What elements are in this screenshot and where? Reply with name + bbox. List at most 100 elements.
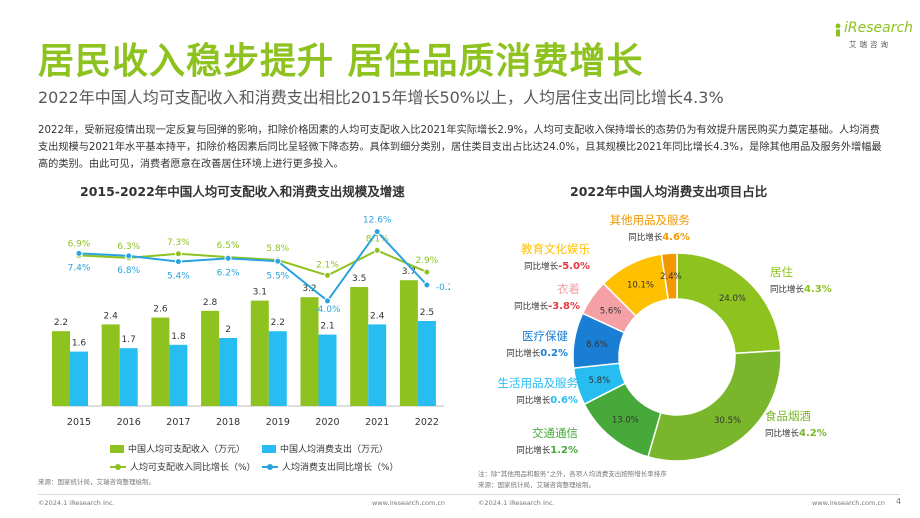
source-note-right: 来源：国家统计局，艾瑞咨询整理绘制。 [478, 481, 595, 489]
legend-label: 中国人均可支配收入（万元） [128, 445, 246, 455]
donut-slice [660, 252, 678, 301]
growth-prefix: 同比增长 [516, 445, 551, 456]
spending-growth-point [75, 249, 83, 257]
growth-prefix: 同比增长 [765, 428, 800, 439]
income-bar-label: 3.7 [402, 267, 416, 277]
income-growth-label: 6.9% [68, 239, 91, 249]
growth-value: 4.3% [804, 284, 832, 295]
spending-growth-point [324, 297, 331, 305]
legend-label: 人均消费支出同比增长（%） [282, 463, 399, 473]
spending-bar [417, 321, 436, 406]
income-bar-label: 2.8 [203, 298, 218, 308]
legend-line-marker [262, 463, 278, 470]
spending-bar [169, 344, 188, 406]
logo-text: iResearch [844, 20, 914, 36]
spending-bar-label: 2.4 [370, 311, 385, 321]
website-link-right[interactable]: www.iresearch.com.cn [812, 499, 886, 507]
spending-bar [219, 338, 238, 406]
growth-value: 4.6% [662, 232, 690, 243]
growth-label: 同比增长4.6% [628, 232, 690, 243]
spending-growth-label: 12.6% [363, 216, 392, 226]
spending-growth-label: 6.8% [117, 266, 140, 276]
spending-growth-label: 5.5% [266, 271, 289, 281]
website-link-left[interactable]: www.iresearch.com.cn [372, 499, 446, 507]
growth-value: 0.2% [540, 348, 568, 359]
legend-swatch [262, 444, 276, 453]
slice-value-label: 24.0% [719, 294, 746, 304]
right-chart-title: 2022年中国人均消费支出项目占比 [570, 184, 768, 199]
spending-growth-point [174, 258, 182, 266]
legend-item: 人均消费支出同比增长（%） [262, 460, 399, 473]
category-label: 生活用品及服务 [498, 376, 579, 390]
x-tick-label: 2017 [166, 417, 190, 428]
legend-item: 人均可支配收入同比增长（%） [110, 460, 256, 473]
footer-divider [38, 494, 900, 495]
growth-prefix: 同比增长 [516, 395, 551, 406]
page-number: 4 [896, 497, 902, 506]
slice-value-label: 5.8% [589, 376, 611, 386]
income-growth-label: 2.9% [415, 256, 438, 266]
left-chart-title: 2015-2022年中国人均可支配收入和消费支出规模及增速 [80, 184, 405, 199]
category-label: 交通通信 [532, 426, 578, 440]
spending-growth-point [224, 254, 232, 262]
spending-growth-line [78, 230, 428, 303]
growth-prefix: 同比增长 [524, 261, 559, 272]
copyright-left: ©2024.1 iResearch Inc. [38, 499, 115, 507]
spending-bar [268, 331, 287, 406]
spending-bar [318, 334, 337, 406]
spending-growth-point [274, 257, 282, 265]
logo-mark-icon [835, 23, 841, 37]
category-label: 衣着 [557, 282, 580, 296]
slice-value-label: 10.1% [627, 281, 654, 291]
spending-bar-label: 2.1 [320, 322, 334, 332]
growth-value: -5.0% [558, 261, 590, 272]
income-bar [201, 310, 220, 406]
summary-paragraph: 2022年，受新冠疫情出现一定反复与回弹的影响，扣除价格因素的人均可支配收入比2… [38, 125, 882, 170]
income-bar-label: 3.2 [302, 284, 316, 294]
slice-value-label: 30.5% [714, 416, 741, 426]
income-growth-point [174, 250, 182, 258]
growth-prefix: 同比增长 [506, 348, 541, 359]
x-tick-label: 2016 [117, 417, 141, 428]
legend-item: 中国人均消费支出（万元） [262, 442, 388, 455]
income-bar [250, 300, 269, 406]
growth-value: 4.2% [799, 428, 827, 439]
spending-bar [70, 351, 88, 406]
income-bar [151, 317, 170, 406]
income-bar-label: 2.4 [104, 311, 119, 321]
spending-bar-label: 1.7 [122, 335, 136, 345]
growth-value: 0.6% [550, 395, 578, 406]
income-growth-label: 5.8% [266, 244, 289, 254]
legend-swatch [110, 444, 124, 453]
growth-label: 同比增长-5.0% [524, 261, 590, 272]
spending-growth-label: 7.4% [68, 263, 91, 273]
income-growth-point [373, 246, 381, 254]
growth-value: -3.8% [548, 301, 580, 312]
growth-prefix: 同比增长 [770, 284, 805, 295]
spending-bar-label: 2 [225, 325, 231, 335]
growth-prefix: 同比增长 [628, 232, 663, 243]
copyright-right: ©2024.1 iResearch Inc. [478, 499, 555, 507]
income-bar-label: 3.5 [352, 274, 366, 284]
spending-growth-point [373, 228, 381, 236]
legend-label: 中国人均消费支出（万元） [280, 445, 389, 455]
category-label: 医疗保健 [522, 329, 568, 343]
spending-bar [368, 324, 387, 406]
spending-bar-label: 2.5 [420, 308, 434, 318]
growth-value: 1.2% [550, 445, 578, 456]
income-growth-label: 6.3% [117, 242, 140, 252]
income-bar [101, 324, 120, 406]
slice-value-label: 13.0% [612, 415, 639, 425]
page-title: 居民收入稳步提升 居住品质消费增长 [38, 41, 644, 82]
spending-bar-label: 2.2 [271, 318, 285, 328]
logo-cn-text: 艾瑞咨询 [849, 40, 891, 49]
legend-line-marker [110, 463, 126, 470]
source-note-left: 来源：国家统计局，艾瑞咨询整理绘制。 [38, 478, 155, 486]
spending-growth-label: -0.2% [436, 283, 450, 293]
income-bar-label: 2.6 [153, 305, 168, 315]
x-tick-label: 2018 [216, 417, 240, 428]
spending-bar [119, 348, 138, 406]
income-bar-label: 2.2 [54, 318, 68, 328]
x-tick-label: 2022 [415, 417, 439, 428]
spending-growth-label: 5.4% [167, 272, 190, 282]
